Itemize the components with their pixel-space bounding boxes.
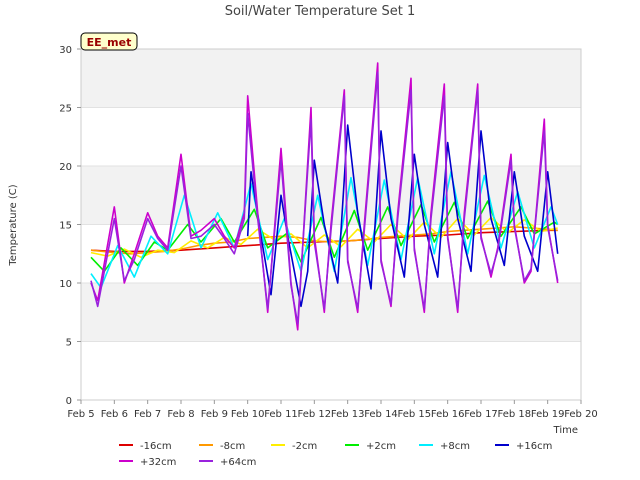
x-tick-label: Feb 16: [431, 409, 465, 420]
legend-item--2cm: -2cm: [271, 441, 317, 452]
x-tick-label: Feb 10: [231, 409, 265, 420]
grid-band: [81, 166, 581, 225]
series-line--8cm: [90, 226, 558, 255]
x-tick-label: Feb 8: [167, 409, 194, 420]
x-tick-label: Feb 17: [464, 409, 498, 420]
x-tick-label: Feb 5: [67, 409, 94, 420]
x-tick-label: Feb 15: [398, 409, 432, 420]
legend: -16cm -8cm -2cm +2cm +8cm +16cm +32cm +64cm: [119, 441, 552, 468]
legend-item-+32cm: +32cm: [119, 457, 176, 468]
annotation-text: EE_met: [87, 36, 132, 49]
legend-item-+64cm: +64cm: [199, 457, 256, 468]
grid-band: [81, 49, 581, 108]
x-tick-label: Feb 19: [531, 409, 565, 420]
y-tick-label: 10: [59, 279, 72, 290]
legend-item-+8cm: +8cm: [419, 441, 470, 452]
legend-label: -2cm: [292, 441, 317, 452]
annotation-box: [80, 32, 138, 51]
x-tick-label: Feb 18: [498, 409, 532, 420]
legend-label: +64cm: [220, 457, 256, 468]
series-line-+64cm: [90, 71, 559, 325]
y-tick-label: 5: [66, 338, 72, 349]
legend-item--16cm: -16cm: [119, 441, 172, 452]
legend-item--8cm: -8cm: [199, 441, 245, 452]
x-tick-label: Feb 20: [564, 409, 598, 420]
chart-title: Soil/Water Temperature Set 1: [225, 4, 416, 19]
legend-label: -16cm: [140, 441, 172, 452]
y-tick-label: 30: [59, 45, 72, 56]
y-tick-label: 0: [66, 396, 72, 407]
legend-item-+16cm: +16cm: [495, 441, 552, 452]
x-tick-label: Feb 12: [298, 409, 332, 420]
data-series: [90, 62, 559, 331]
y-tick-label: 20: [59, 162, 72, 173]
legend-label: +8cm: [440, 441, 470, 452]
y-axis-label: Temperature (C): [8, 184, 19, 266]
legend-label: +32cm: [140, 457, 176, 468]
legend-label: -8cm: [220, 441, 245, 452]
x-tick-label: Feb 11: [264, 409, 298, 420]
legend-label: +2cm: [366, 441, 396, 452]
x-tick-label: Feb 13: [331, 409, 365, 420]
x-axis-label: Time: [553, 425, 578, 436]
grid-band: [81, 283, 581, 342]
site-annotation: EE_met: [80, 32, 138, 51]
x-tick-label: Feb 9: [201, 409, 228, 420]
x-tick-label: Feb 6: [101, 409, 128, 420]
y-tick-label: 15: [59, 221, 72, 232]
x-tick-label: Feb 14: [364, 409, 398, 420]
y-tick-label: 25: [59, 104, 72, 115]
legend-label: +16cm: [516, 441, 552, 452]
legend-item-+2cm: +2cm: [345, 441, 396, 452]
x-tick-label: Feb 7: [134, 409, 161, 420]
